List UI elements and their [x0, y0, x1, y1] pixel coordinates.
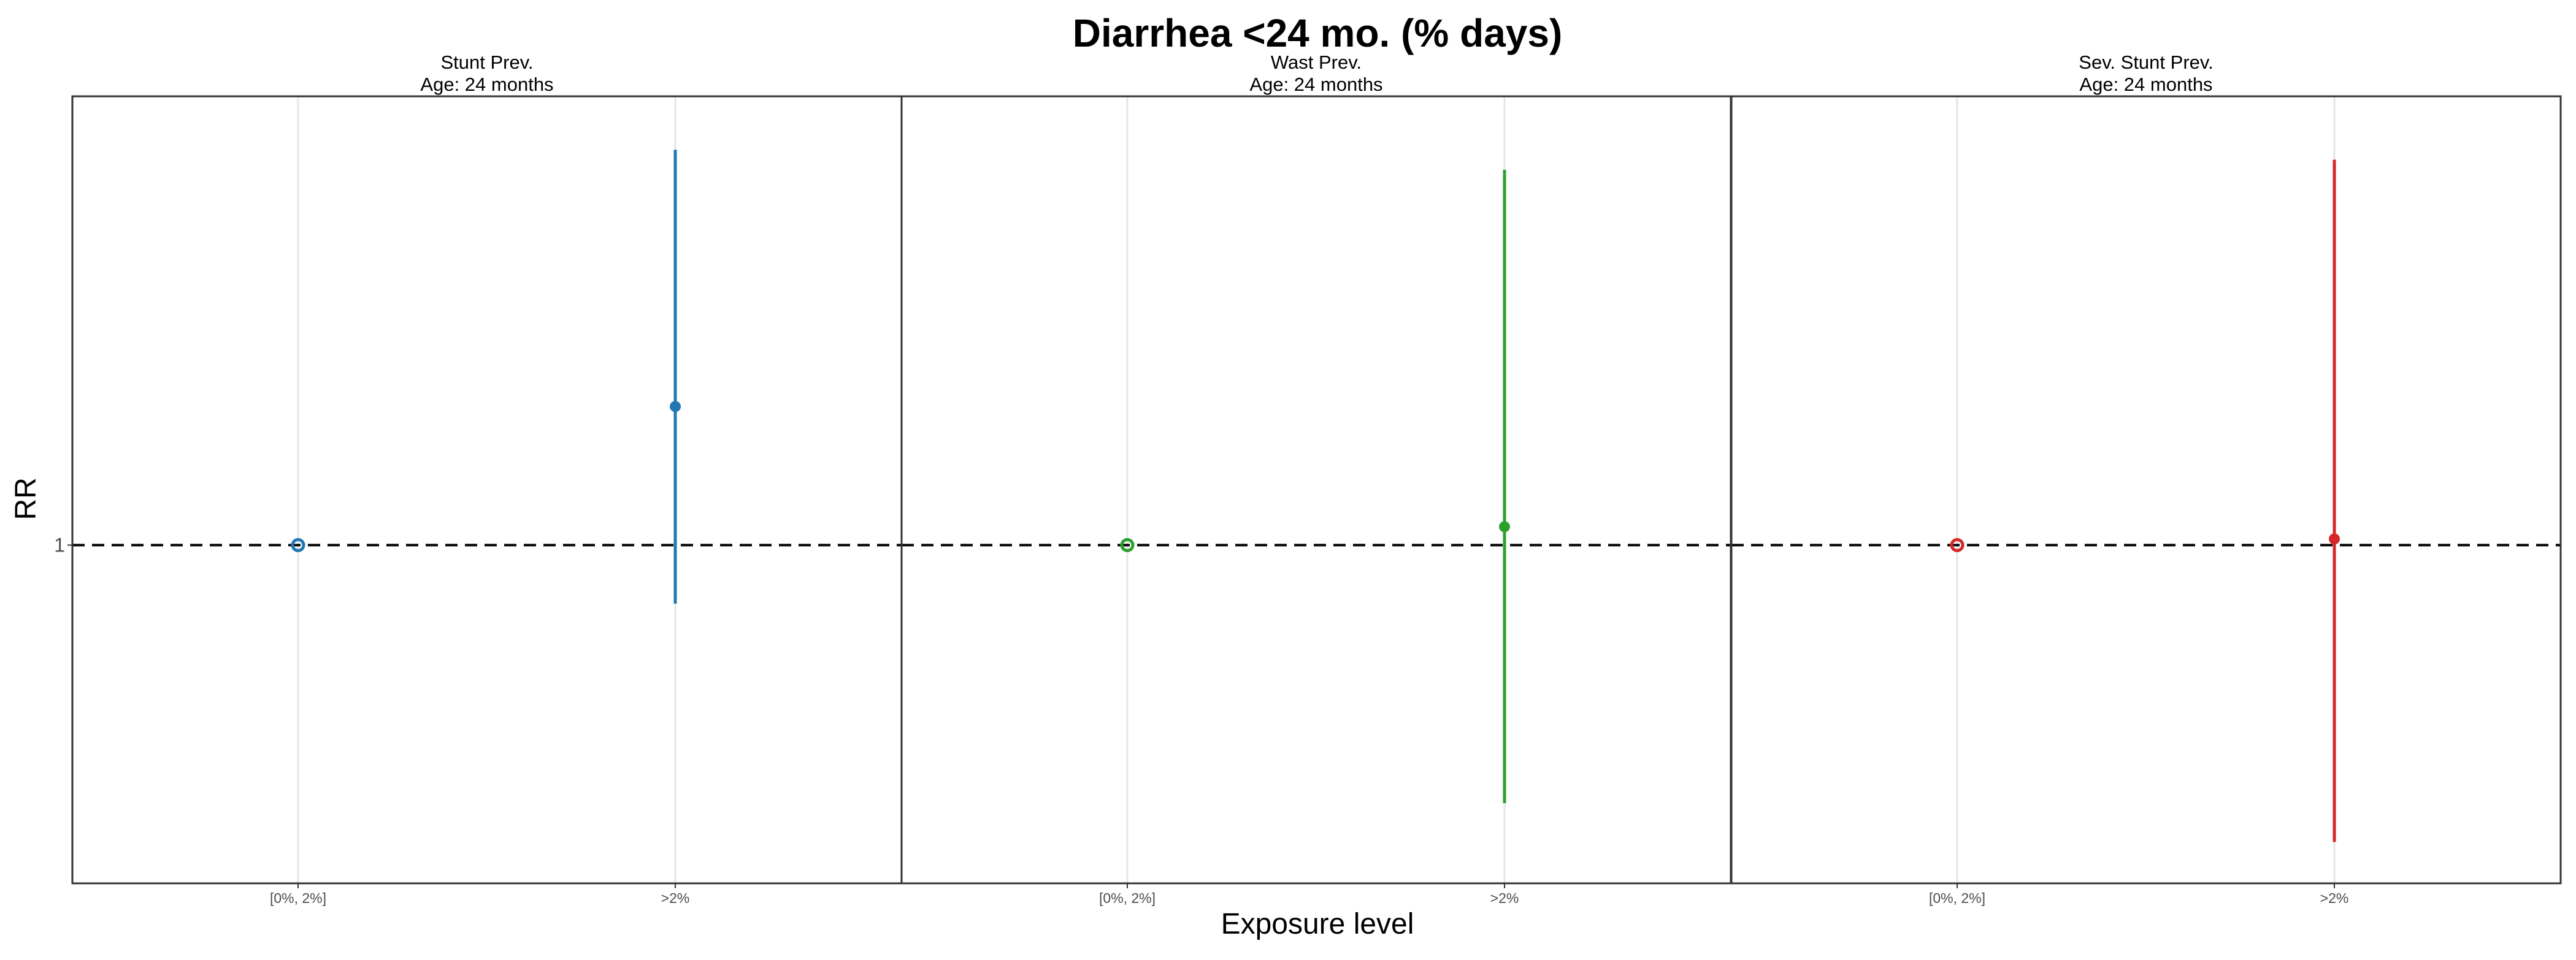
y-tick-label: 1	[54, 534, 65, 556]
panels-layer: Stunt Prev.Age: 24 months[0%, 2%] >2%Wast…	[54, 52, 2562, 906]
panel-strip-subtitle: Age: 24 months	[420, 74, 553, 95]
panel-border	[1730, 95, 2562, 885]
panel-strip-subtitle: Age: 24 months	[1249, 74, 1382, 95]
point-estimate	[670, 401, 681, 412]
x-tick-label: [0%, 2%]	[270, 890, 326, 906]
panel-border	[71, 95, 903, 885]
x-tick-label: [0%, 2%]	[1099, 890, 1156, 906]
reference-point	[291, 538, 305, 553]
x-tick-label: >2%	[2320, 890, 2349, 906]
point-estimate	[1499, 521, 1510, 532]
chart-title: Diarrhea <24 mo. (% days)	[1073, 11, 1563, 55]
y-axis-label: RR	[10, 477, 42, 520]
x-tick-label: >2%	[1490, 890, 1519, 906]
x-tick-label: >2%	[661, 890, 690, 906]
x-axis-label: Exposure level	[1221, 908, 1414, 940]
panel-strip-title: Sev. Stunt Prev.	[2079, 52, 2213, 73]
point-estimate	[2329, 533, 2340, 545]
panel-border	[900, 95, 1732, 885]
panel-strip-title: Stunt Prev.	[440, 52, 533, 73]
reference-point	[1950, 538, 1965, 553]
x-tick-label: [0%, 2%]	[1929, 890, 1985, 906]
panel-strip-title: Wast Prev.	[1271, 52, 1362, 73]
reference-point	[1120, 538, 1135, 553]
panel-strip-subtitle: Age: 24 months	[2079, 74, 2212, 95]
